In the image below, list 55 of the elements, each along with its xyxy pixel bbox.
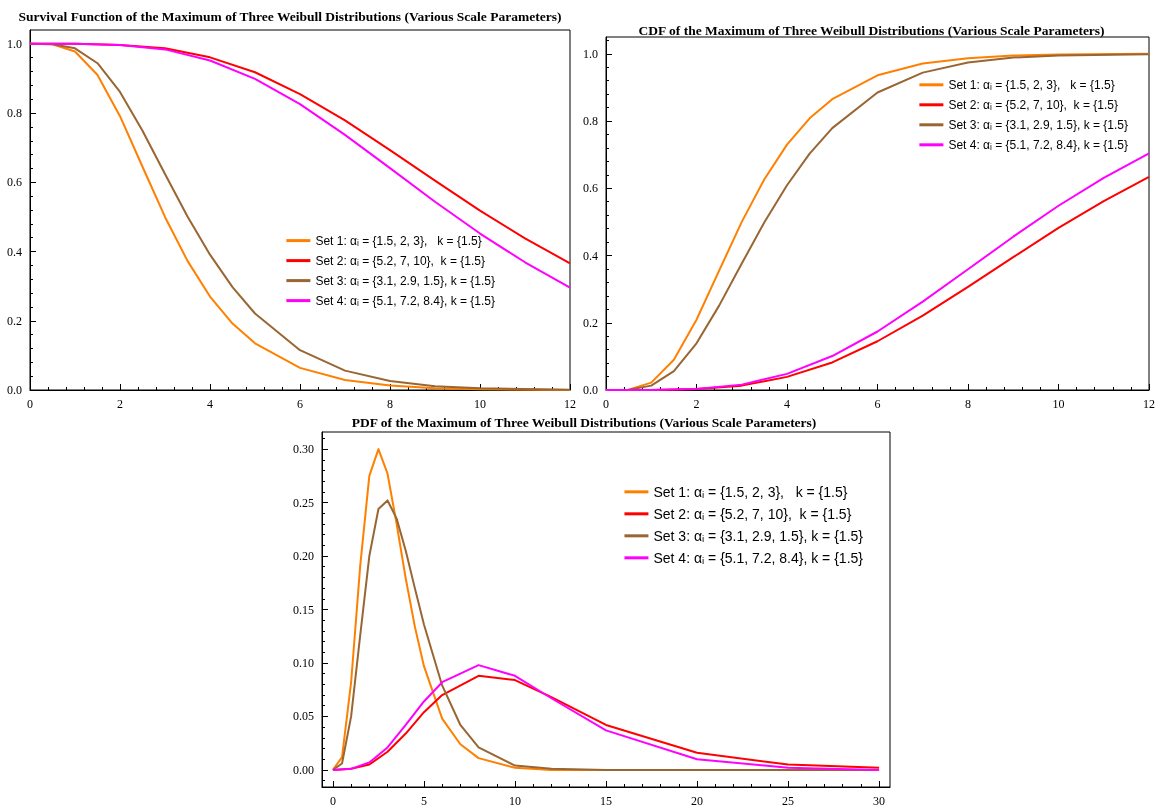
legend-label: Set 1: αᵢ = {1.5, 2, 3}, k = {1.5} [315, 233, 482, 248]
x-tick-label: 30 [873, 794, 886, 807]
y-tick-label: 0.20 [293, 549, 314, 564]
x-tick-label: 8 [965, 397, 971, 411]
x-tick-label: 2 [693, 397, 700, 411]
y-tick-label: 0.15 [293, 602, 314, 617]
legend-label: Set 4: αᵢ = {5.1, 7.2, 8.4}, k = {1.5} [653, 549, 864, 566]
y-tick-label: 0.4 [583, 248, 598, 263]
x-tick-label: 0 [27, 397, 33, 411]
x-tick-label: 6 [874, 397, 881, 411]
y-tick-label: 0.25 [293, 495, 314, 510]
x-tick-label: 4 [207, 397, 213, 411]
y-tick-label: 0.10 [293, 655, 314, 670]
y-tick-label: 0.2 [583, 315, 598, 330]
legend-label: Set 3: αᵢ = {3.1, 2.9, 1.5}, k = {1.5} [315, 273, 495, 288]
x-tick-label: 10 [474, 397, 486, 411]
y-tick-label: 0.00 [293, 762, 314, 777]
x-tick-label: 25 [782, 794, 795, 807]
y-tick-label: 0.4 [7, 244, 22, 259]
y-tick-label: 1.0 [583, 46, 598, 61]
x-tick-label: 20 [691, 794, 704, 807]
chart-title: CDF of the Maximum of Three Weibull Distributions (Various Scale Parameters) [638, 22, 1105, 38]
legend-label: Set 1: αᵢ = {1.5, 2, 3}, k = {1.5} [948, 77, 1115, 92]
legend-label: Set 3: αᵢ = {3.1, 2.9, 1.5}, k = {1.5} [653, 527, 864, 544]
y-tick-label: 0.6 [7, 175, 22, 190]
x-tick-label: 2 [117, 397, 123, 411]
y-tick-label: 0.0 [583, 383, 598, 397]
x-tick-label: 12 [1143, 397, 1155, 411]
legend-label: Set 2: αᵢ = {5.2, 7, 10}, k = {1.5} [653, 505, 852, 522]
y-tick-label: 0.6 [583, 181, 598, 196]
legend-label: Set 4: αᵢ = {5.1, 7.2, 8.4}, k = {1.5} [948, 137, 1128, 152]
y-tick-label: 0.05 [293, 709, 314, 724]
x-tick-label: 12 [564, 397, 576, 411]
legend-label: Set 1: αᵢ = {1.5, 2, 3}, k = {1.5} [653, 483, 848, 500]
legend-label: Set 3: αᵢ = {3.1, 2.9, 1.5}, k = {1.5} [948, 117, 1128, 132]
x-tick-label: 15 [600, 794, 612, 807]
legend-label: Set 4: αᵢ = {5.1, 7.2, 8.4}, k = {1.5} [315, 293, 495, 308]
legend-label: Set 2: αᵢ = {5.2, 7, 10}, k = {1.5} [948, 97, 1118, 112]
x-tick-label: 5 [420, 794, 427, 807]
x-tick-label: 0 [603, 397, 609, 411]
y-tick-label: 0.8 [7, 106, 22, 121]
y-tick-label: 0.0 [7, 383, 22, 397]
legend-label: Set 2: αᵢ = {5.2, 7, 10}, k = {1.5} [315, 253, 485, 268]
y-tick-label: 0.30 [293, 442, 314, 457]
y-tick-label: 0.2 [7, 313, 22, 328]
y-tick-label: 0.8 [583, 114, 598, 129]
x-tick-label: 10 [508, 794, 521, 807]
x-tick-label: 4 [784, 397, 790, 411]
x-tick-label: 0 [329, 794, 336, 807]
chart-title: PDF of the Maximum of Three Weibull Distributions (Various Scale Parameters) [351, 414, 817, 430]
y-tick-label: 1.0 [7, 36, 22, 51]
x-tick-label: 8 [387, 397, 393, 411]
x-tick-label: 6 [297, 397, 303, 411]
x-tick-label: 10 [1052, 397, 1065, 411]
chart-title: Survival Function of the Maximum of Three Weibull Distributions (Various Scale Parameters) [18, 8, 562, 24]
